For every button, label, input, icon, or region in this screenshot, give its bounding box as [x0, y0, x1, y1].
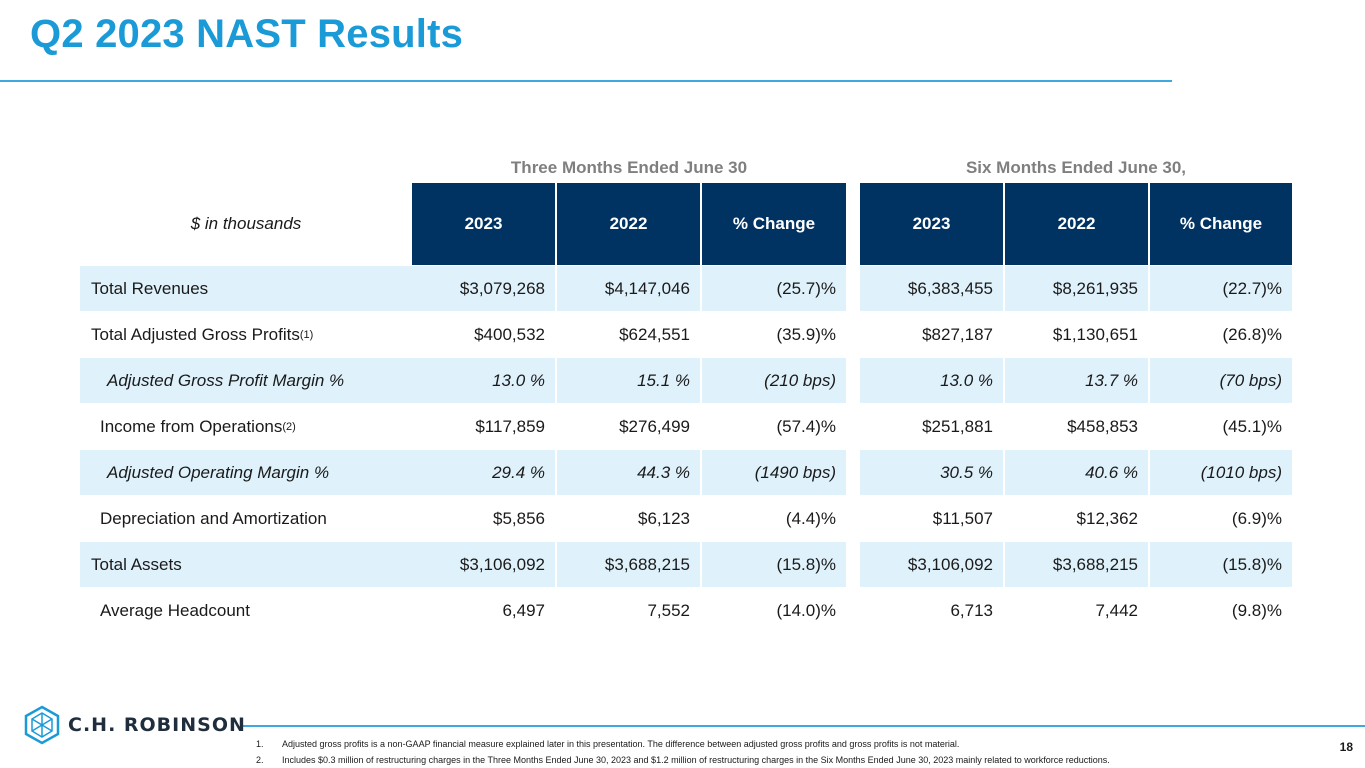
col-header-change-ytd: % Change	[1150, 183, 1292, 265]
row-label: Income from Operations (2)	[100, 416, 296, 436]
table-cell: $11,507	[932, 508, 993, 528]
table-cell: (25.7)%	[702, 266, 846, 311]
table-cell: (15.8)%	[1150, 542, 1292, 587]
table-cell: 44.3 %	[557, 450, 700, 495]
table-cell: (1490 bps)	[702, 450, 846, 495]
table-cell: (210 bps)	[702, 358, 846, 403]
table-cell: $8,261,935	[1005, 266, 1148, 311]
table-cell: 30.5 %	[860, 450, 1003, 495]
footer-divider	[240, 725, 1365, 727]
table-cell: 6,713	[950, 600, 993, 620]
table-cell: $6,123	[638, 508, 690, 528]
table-cell: (9.8)%	[1231, 600, 1282, 620]
page-number: 18	[1339, 740, 1353, 754]
table-cell: $276,499	[619, 416, 690, 436]
table-cell: $12,362	[1076, 508, 1138, 528]
page-title: Q2 2023 NAST Results	[30, 12, 464, 56]
table-cell: $6,383,455	[860, 266, 1003, 311]
title-divider	[0, 80, 1172, 82]
table-cell: $827,187	[922, 324, 993, 344]
company-logo: C.H. ROBINSON	[24, 705, 246, 745]
table-cell: 15.1 %	[557, 358, 700, 403]
footnote-2: 2. Includes $0.3 million of restructurin…	[256, 755, 1110, 765]
period-three-months: Three Months Ended June 30	[510, 158, 748, 177]
table-cell: 7,552	[647, 600, 690, 620]
table-cell: 29.4 %	[412, 450, 555, 495]
table-cell: 7,442	[1095, 600, 1138, 620]
table-cell: 13.7 %	[1005, 358, 1148, 403]
table-cell: $117,859	[475, 416, 545, 436]
table-cell: (1010 bps)	[1150, 450, 1292, 495]
col-header-2023-q: 2023	[412, 183, 555, 265]
table-cell: (4.4)%	[785, 508, 836, 528]
footnote-1: 1. Adjusted gross profits is a non-GAAP …	[256, 739, 960, 749]
table-cell: $624,551	[619, 324, 690, 344]
table-cell: $251,881	[922, 416, 993, 436]
row-label: Adjusted Gross Profit Margin %	[80, 358, 412, 403]
period-six-months: Six Months Ended June 30,	[965, 158, 1187, 177]
table-units-label: $ in thousands	[190, 214, 302, 233]
table-cell: $400,532	[474, 324, 545, 344]
table-cell: (26.8)%	[1222, 324, 1282, 344]
col-header-change-q: % Change	[702, 183, 846, 265]
table-cell: (15.8)%	[702, 542, 846, 587]
table-cell: $3,106,092	[860, 542, 1003, 587]
row-label: Total Adjusted Gross Profits (1)	[91, 324, 314, 344]
table-cell: $3,688,215	[1005, 542, 1148, 587]
table-cell: (70 bps)	[1150, 358, 1292, 403]
col-header-2023-ytd: 2023	[860, 183, 1003, 265]
table-cell: $3,688,215	[557, 542, 700, 587]
table-cell: (22.7)%	[1150, 266, 1292, 311]
row-label: Depreciation and Amortization	[100, 508, 327, 528]
table-cell: (6.9)%	[1231, 508, 1282, 528]
col-header-2022-q: 2022	[557, 183, 700, 265]
row-label: Adjusted Operating Margin %	[80, 450, 412, 495]
table-cell: $5,856	[493, 508, 545, 528]
col-header-2022-ytd: 2022	[1005, 183, 1148, 265]
table-cell: $4,147,046	[557, 266, 700, 311]
table-cell: $3,106,092	[412, 542, 555, 587]
table-cell: (45.1)%	[1222, 416, 1282, 436]
table-cell: $3,079,268	[412, 266, 555, 311]
table-cell: 13.0 %	[860, 358, 1003, 403]
table-cell: (35.9)%	[776, 324, 836, 344]
footnotes: 1. Adjusted gross profits is a non-GAAP …	[256, 736, 1110, 768]
table-cell: 6,497	[502, 600, 545, 620]
table-cell: 13.0 %	[412, 358, 555, 403]
table-cell: (57.4)%	[776, 416, 836, 436]
table-cell: $458,853	[1067, 416, 1138, 436]
table-cell: $1,130,651	[1052, 324, 1138, 344]
logo-text: C.H. ROBINSON	[68, 714, 246, 736]
row-label: Total Assets	[80, 542, 412, 587]
row-label: Total Revenues	[80, 266, 412, 311]
cube-logo-icon	[24, 705, 60, 745]
row-label: Average Headcount	[100, 600, 250, 620]
table-cell: 40.6 %	[1005, 450, 1148, 495]
table-cell: (14.0)%	[776, 600, 836, 620]
